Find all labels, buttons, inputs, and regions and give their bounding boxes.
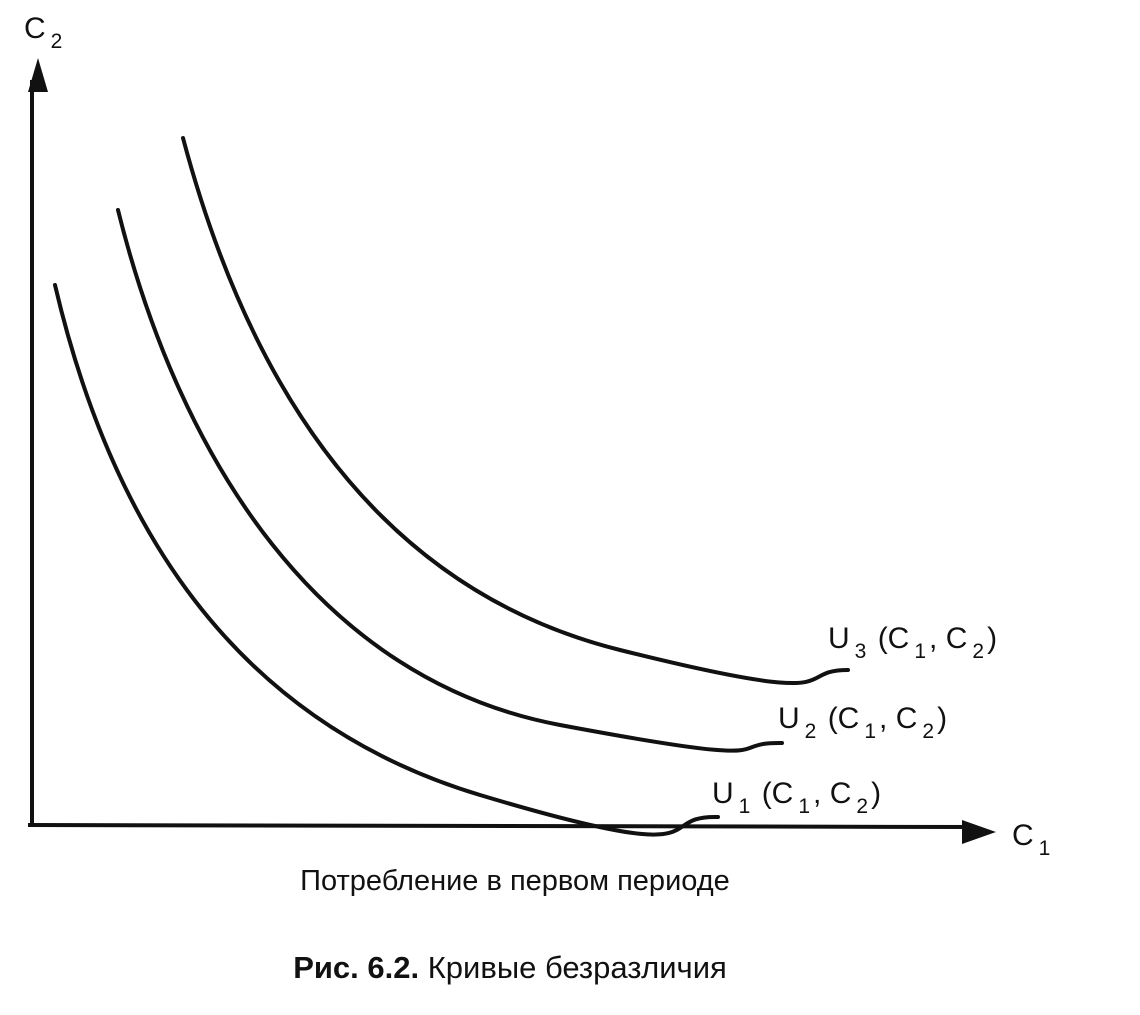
label-text: ) (937, 702, 947, 735)
curve-u2 (116, 208, 784, 753)
label-text: , C (879, 702, 917, 735)
label-text: , C (929, 622, 967, 655)
label-text: C (24, 12, 46, 45)
x-axis-title: Потребление в первом периоде (300, 865, 730, 897)
label-text: , C (813, 777, 851, 810)
subscript: 2 (972, 640, 984, 663)
label-text: ) (987, 622, 997, 655)
subscript: 1 (864, 720, 876, 743)
subscript: 2 (856, 795, 868, 818)
x-axis (27, 823, 976, 829)
label-text: (C (753, 777, 793, 810)
subscript: 3 (855, 640, 867, 663)
x-arrow (962, 820, 996, 844)
caption-title: Кривые безразличия (428, 950, 727, 985)
subscript: 2 (922, 720, 934, 743)
subscript: 1 (739, 795, 751, 818)
subscript: 1 (914, 640, 926, 663)
label-text: U (828, 622, 850, 655)
subscript: 2 (805, 720, 817, 743)
y-arrow (28, 58, 48, 92)
label-text: (C (869, 622, 909, 655)
curve-u3 (181, 136, 850, 686)
label-text: (C (819, 702, 859, 735)
label-text: U (778, 702, 800, 735)
label-text: ) (871, 777, 881, 810)
label-text: C (1012, 819, 1034, 852)
caption: Рис. 6.2. Кривые безразличия (293, 950, 727, 985)
subscript: 1 (798, 795, 810, 818)
curve-u1 (53, 283, 720, 837)
caption-number: Рис. 6.2. (293, 950, 419, 985)
subscript: 2 (51, 30, 63, 53)
subscript: 1 (1039, 837, 1051, 860)
label-text: U (712, 777, 734, 810)
